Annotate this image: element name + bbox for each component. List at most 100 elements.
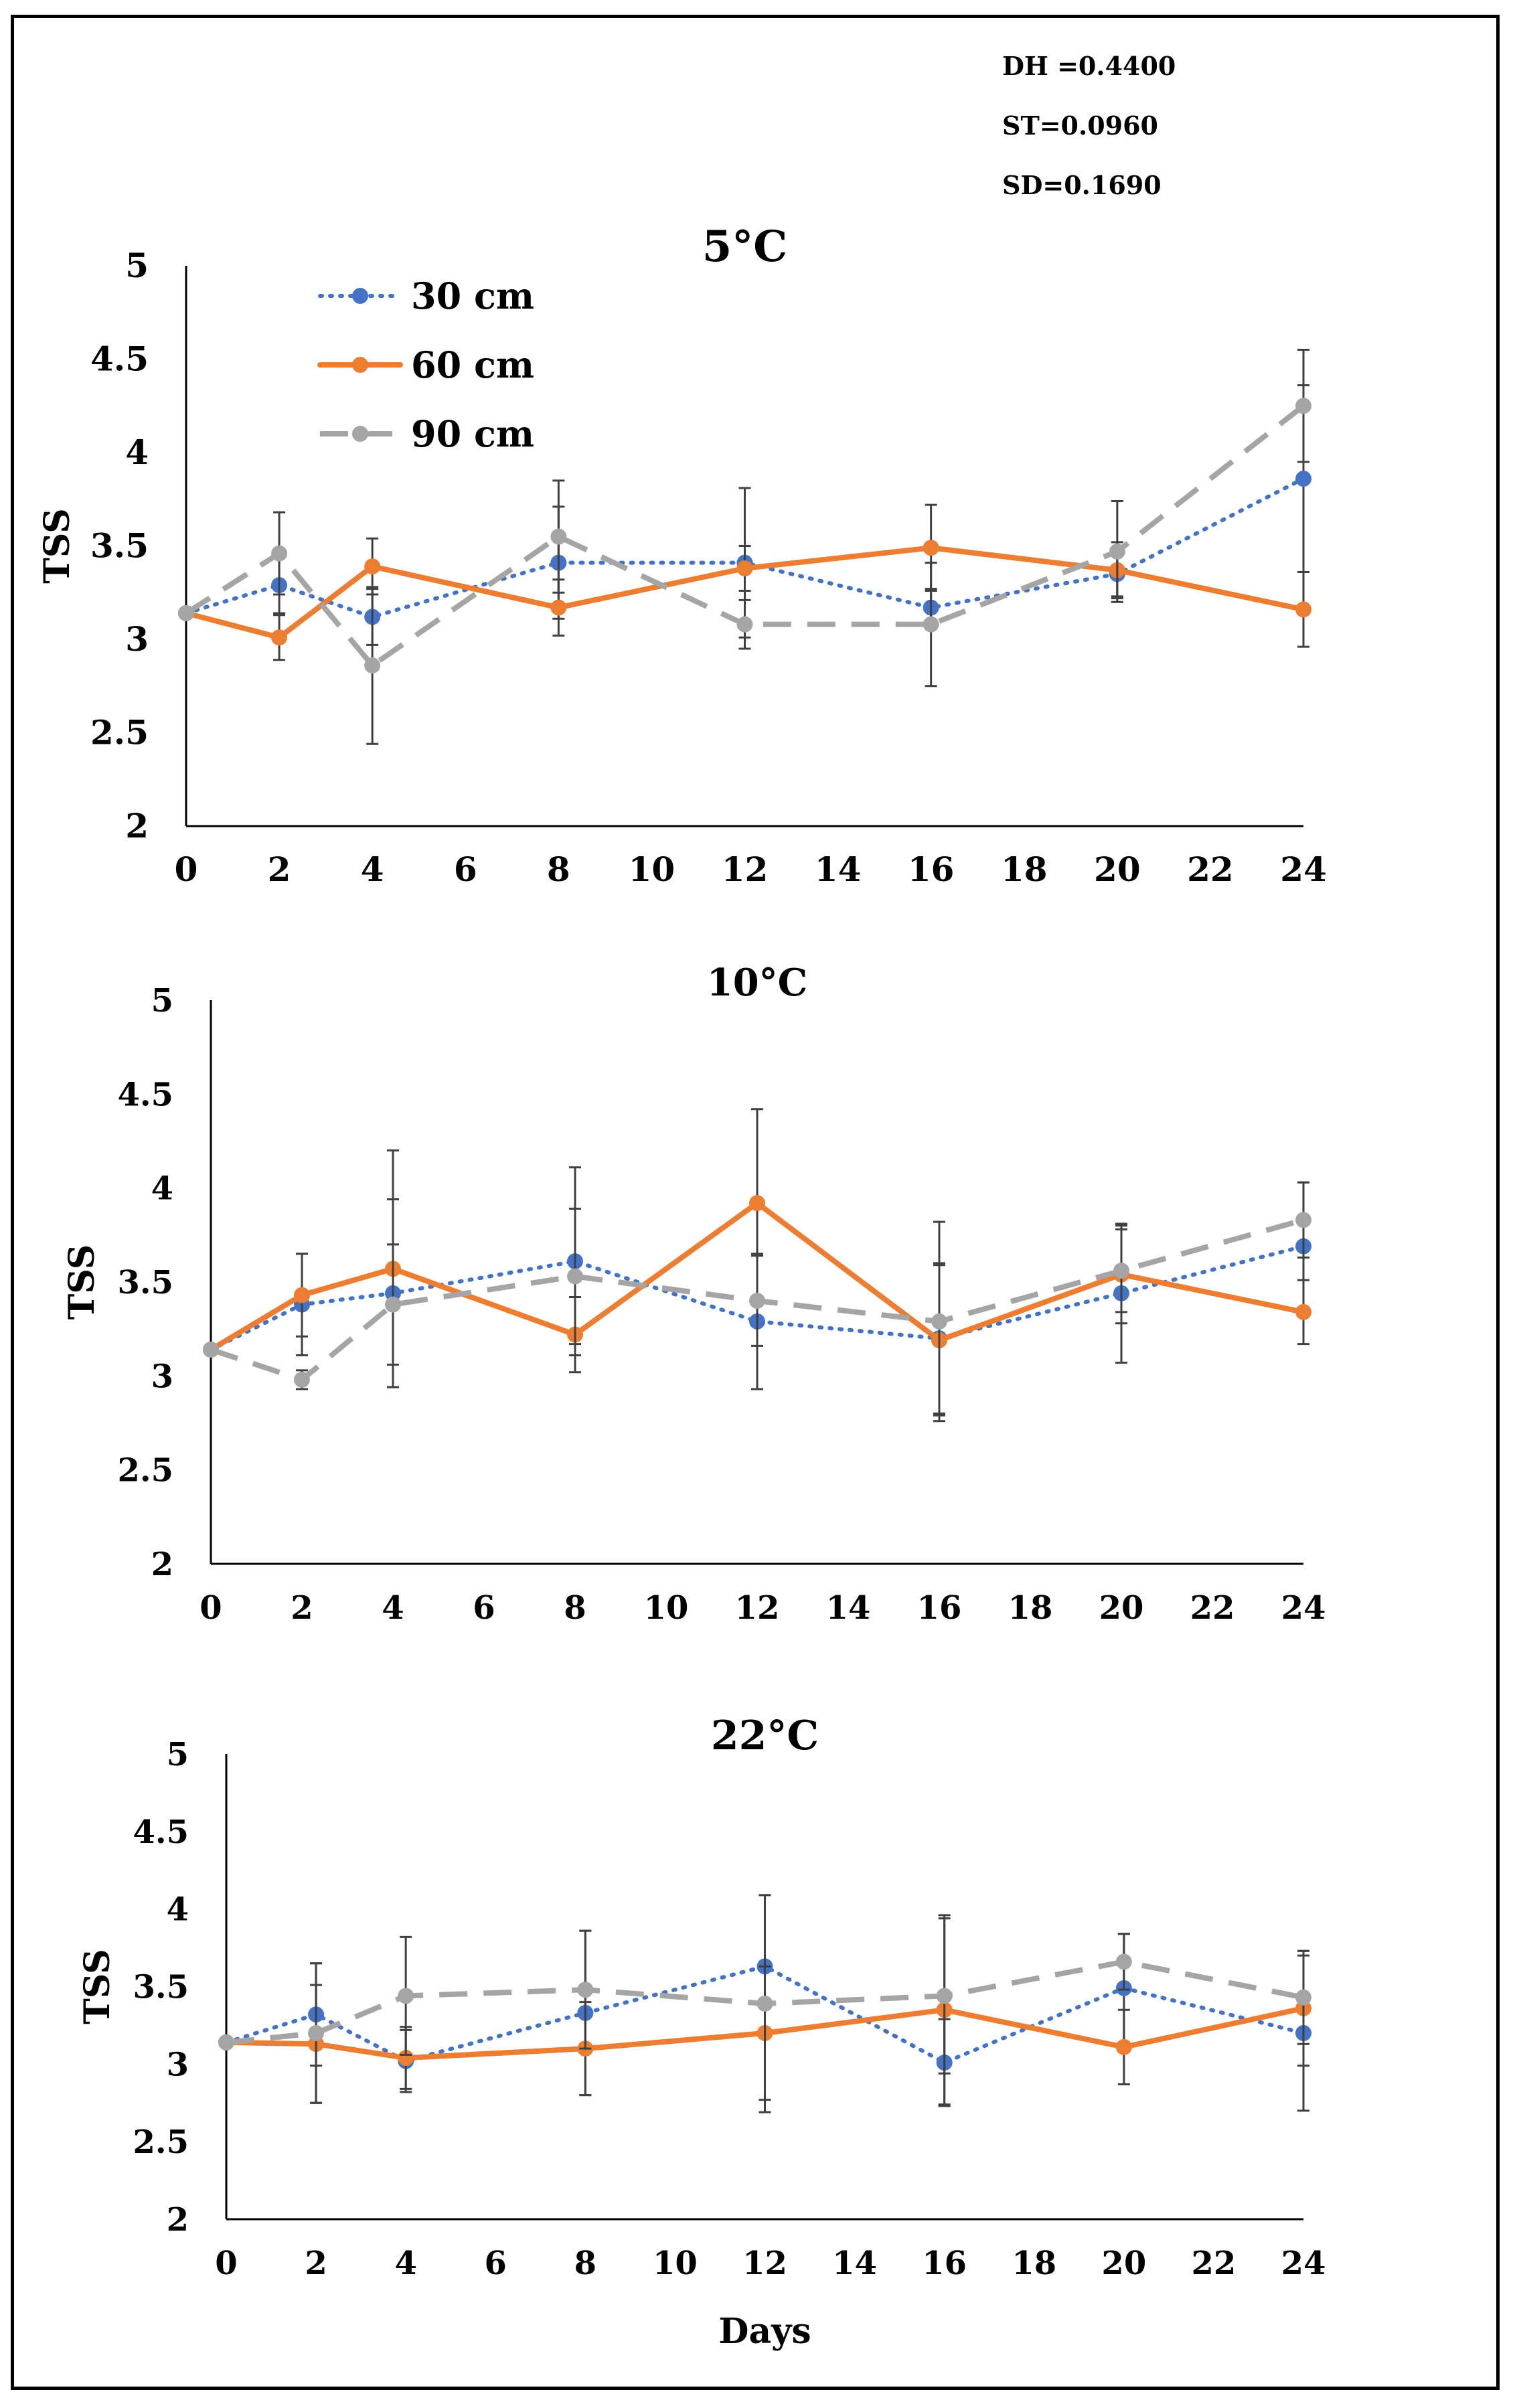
y-axis-label: TSS: [62, 1245, 102, 1320]
stat-dh: DH =0.4400: [1002, 51, 1176, 81]
data-point: [1295, 601, 1311, 618]
data-point: [178, 605, 194, 621]
x-tick-label: 8: [547, 850, 570, 889]
series-90-cm: [178, 349, 1311, 745]
x-tick-label: 2: [305, 2245, 327, 2282]
stat-st: ST=0.0960: [1002, 110, 1158, 141]
x-tick-label: 10: [653, 2245, 698, 2282]
data-point: [364, 657, 381, 674]
data-point: [203, 1342, 219, 1358]
x-tick-label: 6: [485, 2245, 507, 2282]
data-point: [923, 540, 939, 556]
x-tick-label: 18: [1008, 1589, 1053, 1627]
chart-panel-2: 22.533.544.550 2 4 6 8 10 12 14 16 18 20 22 2410°CTS…: [62, 961, 1326, 1627]
legend-label: 30 cm: [411, 274, 534, 317]
y-tick-label: 3.5: [117, 1264, 173, 1301]
legend-marker: [352, 357, 368, 373]
x-tick-label: 0: [200, 1589, 222, 1627]
series-line: [209, 1244, 1305, 1352]
x-tick-label: 18: [1001, 850, 1048, 889]
x-tick-label: 10: [629, 850, 675, 889]
x-tick-label: 0: [215, 2245, 237, 2282]
y-tick-label: 5: [167, 1736, 189, 1773]
y-tick-label: 3.5: [90, 526, 149, 566]
y-tick-label: 3: [151, 1358, 173, 1395]
x-axis-label: Days: [718, 2311, 811, 2352]
data-point: [308, 2025, 325, 2041]
legend: 30 cm 60 cm 90 cm: [317, 274, 534, 455]
data-point: [1115, 1953, 1132, 1970]
data-point: [294, 1371, 310, 1388]
chart-title: 22°C: [711, 1712, 819, 1759]
y-tick-label: 2: [151, 1546, 173, 1583]
series-line: [184, 404, 1305, 669]
legend-marker: [352, 288, 368, 304]
y-tick-label: 4.5: [117, 1076, 173, 1113]
data-point: [218, 2034, 234, 2051]
data-point: [931, 1313, 947, 1330]
x-tick-label: 2: [291, 1589, 313, 1627]
y-tick-label: 2.5: [133, 2123, 189, 2161]
data-point: [550, 599, 567, 616]
x-tick-label: 14: [832, 2245, 877, 2282]
x-tick-label: 20: [1099, 1589, 1144, 1627]
y-tick-label: 2: [125, 806, 149, 846]
x-tick-label: 20: [1094, 850, 1141, 889]
x-tick-label: 16: [908, 850, 955, 889]
y-tick-label: 5: [151, 982, 173, 1020]
data-point: [936, 1988, 953, 2004]
x-tick-label: 22: [1190, 1589, 1235, 1627]
x-tick-label: 2: [268, 850, 291, 889]
data-point: [1295, 398, 1311, 414]
stat-sd: SD=0.1690: [1002, 170, 1162, 200]
x-tick-label: 8: [564, 1589, 586, 1627]
data-point: [550, 528, 567, 545]
y-tick-label: 3: [125, 619, 149, 659]
x-tick-label: 16: [922, 2245, 967, 2282]
data-point: [1295, 471, 1311, 487]
x-tick-label: 10: [644, 1589, 689, 1627]
data-point: [736, 616, 753, 633]
data-point: [271, 545, 288, 562]
x-tick-label: 20: [1101, 2245, 1146, 2282]
data-point: [756, 1995, 773, 2012]
x-tick-label: 12: [742, 2245, 787, 2282]
data-point: [923, 616, 939, 633]
data-point: [1295, 1989, 1311, 2006]
x-tick-label: 14: [815, 850, 862, 889]
chart-panel-1: 22.533.544.550 2 4 6 8 10 12 14 16 18 20 22 245°CTSS…: [37, 222, 1327, 889]
x-tick-label: 14: [826, 1589, 871, 1627]
data-point: [749, 1293, 765, 1309]
y-tick-label: 4: [151, 1170, 173, 1208]
chart-panel-3: 22.533.544.550 2 4 6 8 10 12 14 16 18 20 22 2422°CTS…: [77, 1712, 1326, 2352]
y-tick-label: 4: [125, 432, 149, 472]
y-tick-label: 5: [125, 246, 149, 285]
data-point: [1295, 1303, 1311, 1320]
data-point: [749, 1195, 765, 1212]
y-tick-label: 4: [167, 1891, 189, 1929]
legend-label: 60 cm: [411, 343, 534, 386]
y-tick-label: 2.5: [90, 713, 149, 752]
data-point: [736, 560, 753, 576]
x-tick-label: 24: [1280, 850, 1327, 889]
data-point: [271, 629, 288, 646]
x-tick-label: 8: [574, 2245, 596, 2282]
x-tick-label: 4: [361, 850, 384, 889]
series-line: [184, 477, 1305, 619]
chart-title: 5°C: [702, 222, 787, 272]
x-tick-label: 12: [722, 850, 769, 889]
y-tick-label: 2.5: [117, 1452, 173, 1490]
y-axis-label: TSS: [77, 1949, 118, 2024]
data-point: [1113, 1263, 1129, 1279]
x-tick-label: 12: [735, 1589, 780, 1627]
series-line: [224, 1964, 1305, 2065]
x-tick-label: 24: [1281, 2245, 1326, 2282]
x-tick-label: 6: [454, 850, 477, 889]
data-point: [1295, 1212, 1311, 1228]
x-tick-label: 22: [1192, 2245, 1237, 2282]
data-point: [567, 1268, 583, 1285]
y-tick-label: 3.5: [133, 1969, 189, 2006]
series-line: [208, 1200, 1306, 1353]
data-point: [398, 1988, 414, 2004]
